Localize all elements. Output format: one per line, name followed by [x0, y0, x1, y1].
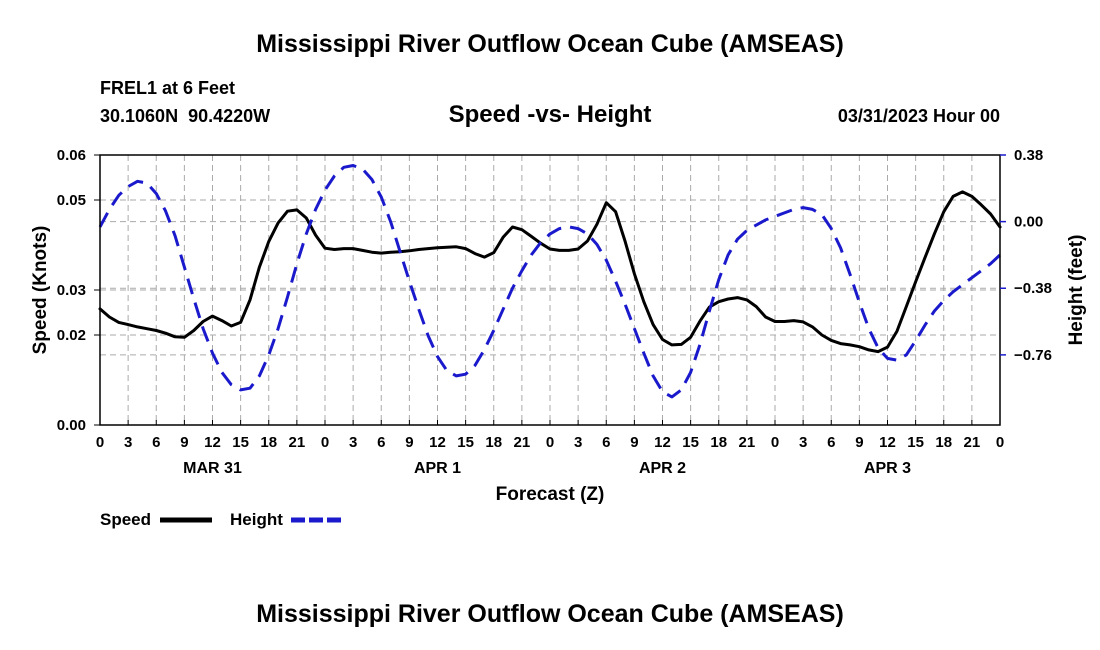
x-tick-label: 15	[457, 434, 474, 451]
day-label: APR 2	[639, 460, 686, 477]
y2-axis-label: Height (feet)	[1066, 235, 1087, 346]
y-tick-label: 0.06	[57, 147, 86, 164]
grid-lines	[99, 154, 1001, 426]
page-title: Mississippi River Outflow Ocean Cube (AM…	[256, 30, 844, 58]
x-tick-label: 21	[289, 434, 306, 451]
legend: Speed Height	[100, 510, 343, 529]
y-axis-label: Speed (Knots)	[30, 226, 51, 355]
x-tick-label: 18	[485, 434, 502, 451]
x-tick-label: 0	[771, 434, 779, 451]
x-tick-label: 3	[349, 434, 357, 451]
x-axis-label: Forecast (Z)	[496, 484, 605, 505]
x-tick-label: 3	[799, 434, 807, 451]
x-tick-label: 21	[964, 434, 981, 451]
x-tick-label: 9	[630, 434, 638, 451]
x-tick-label: 0	[996, 434, 1004, 451]
x-tick-label: 9	[855, 434, 863, 451]
x-tick-label: 18	[710, 434, 727, 451]
series-lines	[98, 164, 1002, 399]
day-label: MAR 31	[183, 460, 242, 477]
x-tick-label: 3	[124, 434, 132, 451]
x-tick-label: 21	[739, 434, 756, 451]
footer-title: Mississippi River Outflow Ocean Cube (AM…	[256, 600, 844, 628]
x-tick-label: 6	[152, 434, 160, 451]
x-tick-label: 6	[602, 434, 610, 451]
y-tick-label: 0.00	[57, 417, 86, 434]
x-tick-label: 12	[204, 434, 221, 451]
x-tick-label: 12	[429, 434, 446, 451]
x-tick-label: 15	[907, 434, 924, 451]
station-label: FREL1 at 6 Feet	[100, 78, 236, 98]
y-tick-label: 0.02	[57, 327, 86, 344]
x-tick-label: 3	[574, 434, 582, 451]
x-tick-label: 9	[405, 434, 413, 451]
y2-tick-label: −0.76	[1014, 347, 1052, 364]
axis-ticks: 0 3 6 9 12 15 18 21 0 3 6 9 12 15 18 21 0 3 6 9 12 15 18 21 0 3 6 9…	[57, 147, 1052, 477]
x-tick-label: 18	[935, 434, 952, 451]
x-tick-label: 0	[96, 434, 104, 451]
y2-tick-label: 0.00	[1014, 214, 1043, 231]
y-tick-label: 0.03	[57, 282, 86, 299]
x-tick-label: 21	[514, 434, 531, 451]
forecast-datetime: 03/31/2023 Hour 00	[837, 106, 1000, 126]
x-tick-label: 9	[180, 434, 188, 451]
day-label: APR 1	[414, 460, 461, 477]
x-tick-label: 12	[879, 434, 896, 451]
x-tick-label: 0	[321, 434, 329, 451]
x-tick-label: 6	[827, 434, 835, 451]
x-tick-label: 18	[260, 434, 277, 451]
y-tick-label: 0.05	[57, 192, 86, 209]
x-tick-label: 0	[546, 434, 554, 451]
height-series-line	[98, 164, 1002, 399]
legend-height-label: Height	[230, 510, 283, 529]
speed-series-line	[98, 190, 1002, 354]
x-tick-label: 15	[232, 434, 249, 451]
legend-speed-label: Speed	[100, 510, 151, 529]
x-tick-label: 15	[682, 434, 699, 451]
station-coordinates: 30.1060N 90.4220W	[100, 106, 271, 126]
day-label: APR 3	[864, 460, 911, 477]
y2-tick-label: 0.38	[1014, 147, 1043, 164]
x-tick-label: 6	[377, 434, 385, 451]
y2-tick-label: −0.38	[1014, 280, 1052, 297]
chart-title: Speed -vs- Height	[448, 101, 652, 128]
x-tick-label: 12	[654, 434, 671, 451]
